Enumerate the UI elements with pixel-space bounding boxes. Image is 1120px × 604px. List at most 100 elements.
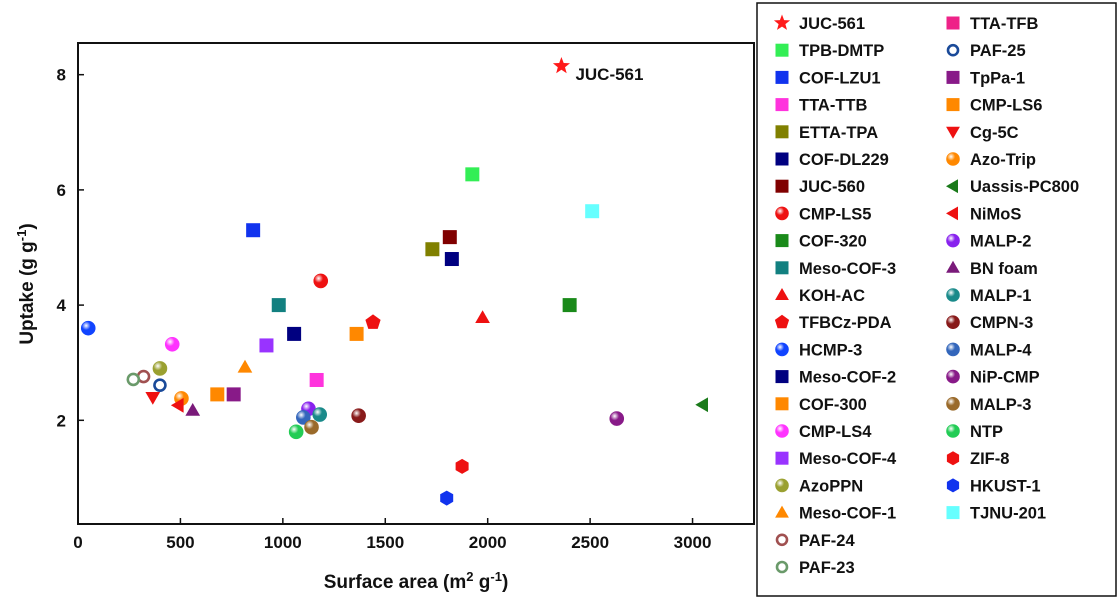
legend-label-bn-foam: BN foam <box>970 260 1038 278</box>
legend-label-azoppn: AzoPPN <box>799 477 863 495</box>
point-ntp <box>288 424 304 440</box>
legend: JUC-561 TPB-DMTP COF-LZU1 TTA-TTB ETTA-TPA CO… <box>773 14 1079 577</box>
legend-label-cmp-ls4: CMP-LS4 <box>799 423 872 441</box>
legend-label-koh-ac: KOH-AC <box>799 287 865 305</box>
point-malp-3 <box>304 419 319 435</box>
legend-marker-tta-tfb <box>946 16 960 30</box>
legend-marker-cmp-ls4 <box>775 424 789 438</box>
legend-marker-ntp <box>946 424 960 438</box>
legend-marker-tfbcz-pda <box>774 314 790 329</box>
legend-label-tta-ttb: TTA-TTB <box>799 97 868 115</box>
point-paf-23 <box>126 372 141 387</box>
point-meso-cof-2 <box>287 326 302 341</box>
legend-marker-zif-8 <box>946 451 960 466</box>
legend-marker-malp-2 <box>946 233 960 248</box>
legend-marker-juc-560 <box>775 179 789 193</box>
y-tick-label: 4 <box>57 296 67 315</box>
point-paf-25 <box>153 378 167 392</box>
legend-label-cof-300: COF-300 <box>799 396 867 414</box>
legend-label-juc-560: JUC-560 <box>799 178 865 196</box>
legend-marker-cg-5c <box>946 126 960 139</box>
legend-marker-azoppn <box>775 478 789 493</box>
point-cof-dl229 <box>444 252 459 267</box>
point-zif-8 <box>455 458 469 474</box>
point-meso-cof-3 <box>271 298 286 313</box>
legend-label-ntp: NTP <box>970 423 1003 441</box>
legend-label-paf-23: PAF-23 <box>799 559 855 577</box>
legend-marker-hkust-1 <box>946 478 960 493</box>
legend-label-cmp-ls6: CMP-LS6 <box>970 97 1042 115</box>
point-cof-300 <box>349 326 364 341</box>
point-bn-foam <box>185 403 201 416</box>
legend-marker-juc-561 <box>773 14 791 30</box>
point-uassis-pc800 <box>695 397 708 413</box>
legend-label-meso-cof-3: Meso-COF-3 <box>799 260 896 278</box>
legend-label-paf-25: PAF-25 <box>970 42 1026 60</box>
legend-marker-koh-ac <box>775 288 789 300</box>
legend-marker-cmp-ls6 <box>946 98 960 112</box>
y-tick-label: 6 <box>57 181 66 200</box>
legend-marker-paf-23 <box>775 560 789 574</box>
legend-label-hcmp-3: HCMP-3 <box>799 341 862 359</box>
legend-label-meso-cof-1: Meso-COF-1 <box>799 505 896 523</box>
point-azoppn <box>152 361 168 376</box>
y-tick-label: 2 <box>57 411 66 430</box>
legend-marker-cmpn-3 <box>946 315 960 330</box>
legend-label-cof-dl229: COF-DL229 <box>799 151 889 169</box>
point-cof-320 <box>562 298 577 313</box>
legend-marker-meso-cof-1 <box>775 505 789 518</box>
x-axis-title: Surface area (m2 g-1) <box>324 569 509 593</box>
point-hcmp-3 <box>80 320 96 336</box>
legend-label-nimos: NiMoS <box>970 205 1021 223</box>
point-juc-561 <box>552 57 570 74</box>
point-nip-cmp <box>609 411 625 426</box>
legend-label-tppa-1: TpPa-1 <box>970 69 1025 87</box>
legend-marker-tpb-dmtp <box>775 43 789 57</box>
point-tta-ttb <box>309 372 324 387</box>
legend-marker-meso-cof-4 <box>775 451 789 465</box>
x-tick-label: 0 <box>73 533 82 552</box>
legend-marker-etta-tpa <box>775 125 789 139</box>
legend-label-malp-2: MALP-2 <box>970 233 1031 251</box>
point-tppa-1 <box>226 387 241 402</box>
point-malp-4 <box>296 410 311 425</box>
x-tick-label: 1500 <box>366 533 404 552</box>
point-meso-cof-4 <box>259 338 274 353</box>
legend-label-etta-tpa: ETTA-TPA <box>799 124 878 142</box>
legend-marker-hcmp-3 <box>775 342 789 357</box>
legend-label-azo-trip: Azo-Trip <box>970 151 1036 169</box>
legend-marker-meso-cof-3 <box>775 261 789 275</box>
point-meso-cof-1 <box>237 359 253 373</box>
x-tick-label: 3000 <box>674 533 712 552</box>
point-cof-lzu1 <box>246 223 261 238</box>
point-cg-5c <box>145 392 161 405</box>
legend-label-cg-5c: Cg-5C <box>970 124 1019 142</box>
y-tick-label: 8 <box>57 66 66 85</box>
legend-label-uassis-pc800: Uassis-PC800 <box>970 178 1079 196</box>
legend-label-malp-3: MALP-3 <box>970 396 1031 414</box>
point-hkust-1 <box>440 490 454 506</box>
legend-label-cof-320: COF-320 <box>799 233 867 251</box>
legend-marker-cof-dl229 <box>775 152 789 166</box>
legend-label-paf-24: PAF-24 <box>799 532 855 550</box>
legend-marker-cof-320 <box>775 234 789 248</box>
legend-marker-tta-ttb <box>775 98 789 112</box>
x-tick-label: 500 <box>166 533 194 552</box>
legend-marker-paf-24 <box>775 533 789 547</box>
plot-frame <box>77 42 755 525</box>
legend-marker-cmp-ls5 <box>775 206 789 221</box>
legend-marker-nimos <box>946 206 958 221</box>
legend-box <box>756 2 1117 597</box>
legend-label-cof-lzu1: COF-LZU1 <box>799 69 881 87</box>
axis-ticks: 0 500 1000 1500 2000 2500 3000 2 4 6 8 <box>57 66 712 552</box>
legend-marker-paf-25 <box>946 43 960 57</box>
legend-label-meso-cof-2: Meso-COF-2 <box>799 369 896 387</box>
legend-label-tjnu-201: TJNU-201 <box>970 505 1046 523</box>
legend-marker-cof-lzu1 <box>775 70 789 84</box>
point-etta-tpa <box>425 242 440 257</box>
legend-marker-malp-3 <box>946 396 960 411</box>
legend-marker-malp-4 <box>946 342 960 357</box>
point-tpb-dmtp <box>465 167 480 182</box>
legend-label-malp-4: MALP-4 <box>970 341 1032 359</box>
